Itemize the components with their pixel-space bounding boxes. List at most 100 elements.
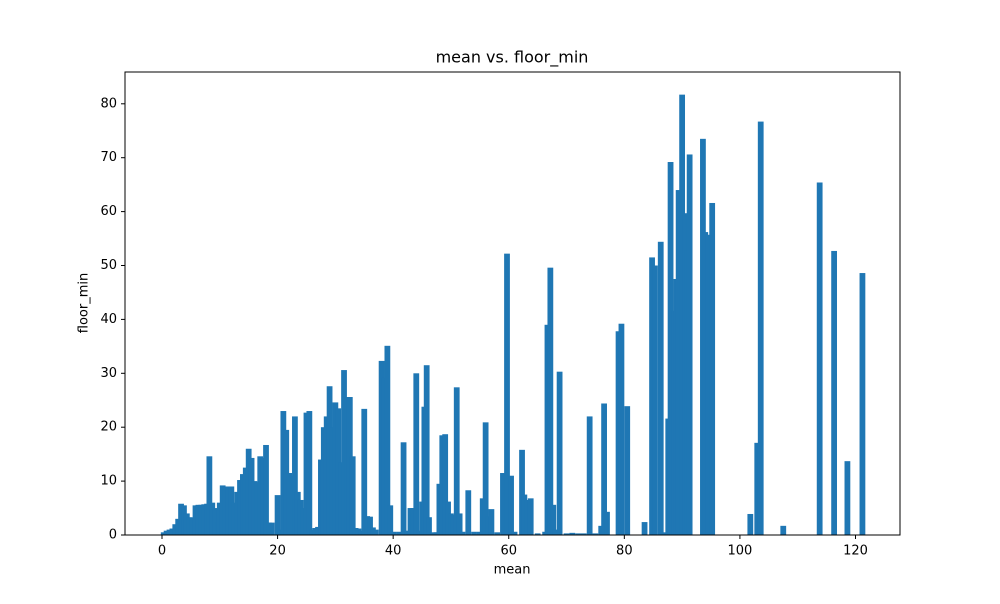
bar — [504, 253, 510, 535]
x-tick-label: 100 — [728, 544, 753, 559]
bar — [212, 508, 219, 535]
y-tick-label: 0 — [109, 528, 117, 543]
bar — [260, 457, 267, 535]
x-tick-label: 40 — [385, 544, 402, 559]
bar — [780, 525, 787, 535]
bar — [624, 406, 631, 535]
bar — [705, 234, 712, 535]
bar — [396, 531, 402, 535]
bar — [476, 531, 483, 535]
x-tick-label: 120 — [843, 544, 868, 559]
bar — [618, 323, 625, 535]
bar — [556, 371, 563, 535]
bar — [508, 475, 514, 535]
bar — [390, 531, 397, 535]
bar — [831, 250, 838, 535]
x-tick-label: 0 — [158, 544, 166, 559]
bar — [604, 511, 610, 535]
bar — [686, 154, 693, 535]
chart-title: mean vs. floor_min — [436, 48, 589, 68]
y-tick-label: 50 — [100, 258, 117, 273]
bar — [816, 182, 823, 536]
bar — [231, 502, 238, 535]
bar — [563, 533, 570, 535]
bar — [312, 527, 319, 535]
y-tick-label: 60 — [100, 204, 117, 219]
bar — [521, 494, 528, 535]
y-axis-label: floor_min — [77, 273, 92, 333]
bar — [580, 533, 587, 535]
bar — [667, 162, 674, 535]
bar — [709, 202, 716, 535]
bar — [442, 434, 449, 535]
bar — [335, 408, 342, 535]
bar — [465, 490, 472, 535]
bar — [519, 449, 525, 535]
bar — [552, 529, 558, 535]
bar — [757, 121, 764, 535]
bar — [592, 533, 599, 535]
bar — [349, 456, 356, 535]
x-tick-label: 80 — [616, 544, 633, 559]
bar — [263, 444, 269, 535]
bar — [601, 403, 607, 535]
bar — [361, 408, 368, 535]
bar — [292, 416, 298, 535]
bar — [459, 531, 466, 535]
bar — [400, 442, 407, 535]
bar — [413, 373, 420, 535]
y-tick-label: 70 — [100, 150, 117, 165]
bar — [747, 513, 754, 535]
bar — [372, 529, 379, 535]
bar — [426, 517, 432, 535]
bar — [206, 456, 213, 535]
bar — [569, 532, 576, 535]
bar — [844, 461, 851, 535]
bar — [456, 513, 463, 535]
bar — [500, 473, 506, 535]
bar — [675, 190, 682, 535]
bar — [309, 529, 316, 535]
y-tick-label: 80 — [100, 96, 117, 111]
bar — [268, 522, 275, 535]
bar — [387, 505, 394, 535]
bar — [575, 533, 581, 535]
bar — [274, 495, 281, 535]
bar — [657, 241, 664, 535]
bar — [488, 509, 495, 535]
bar — [652, 265, 658, 535]
bar — [511, 531, 518, 535]
bar — [641, 522, 648, 535]
y-tick-label: 20 — [100, 420, 117, 435]
x-axis-label: mean — [494, 563, 531, 578]
bar — [384, 345, 391, 535]
y-tick-label: 40 — [100, 312, 117, 327]
y-tick-label: 30 — [100, 366, 117, 381]
bar — [586, 416, 593, 535]
x-tick-label: 60 — [500, 544, 517, 559]
bar — [286, 473, 293, 535]
bar — [297, 499, 304, 535]
bar — [306, 411, 313, 535]
bar — [482, 422, 489, 535]
bar — [439, 435, 446, 535]
bar — [169, 528, 176, 535]
bar — [527, 498, 534, 535]
bar — [547, 267, 554, 535]
bar — [423, 365, 430, 535]
bar — [754, 442, 761, 535]
bar — [494, 532, 501, 535]
bar — [453, 387, 460, 535]
bar — [450, 515, 457, 535]
bar — [550, 504, 557, 535]
bar — [367, 516, 373, 535]
y-tick-label: 10 — [100, 474, 117, 489]
plot-frame — [124, 71, 901, 536]
bar — [471, 531, 477, 535]
bar — [859, 273, 866, 535]
bar — [201, 504, 208, 535]
x-tick-label: 20 — [269, 544, 286, 559]
bar — [534, 533, 541, 535]
bar — [323, 416, 330, 535]
